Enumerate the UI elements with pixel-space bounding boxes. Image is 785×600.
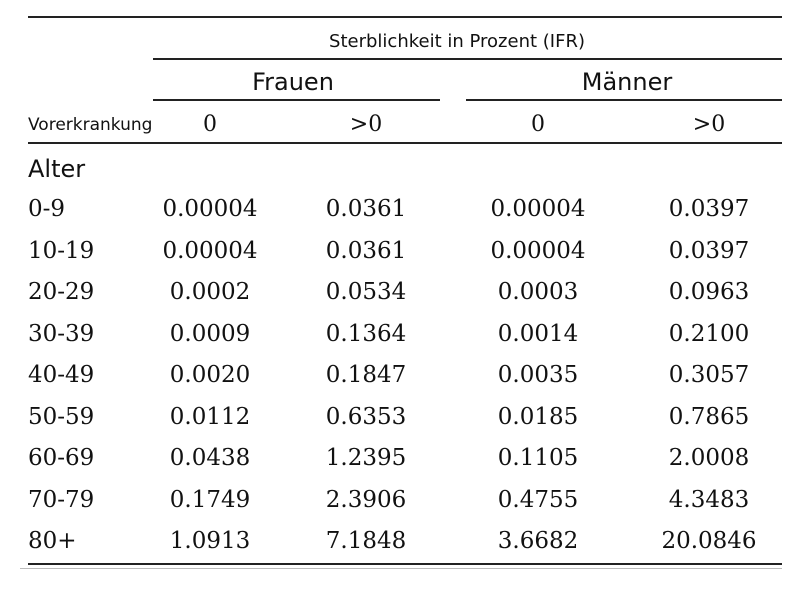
value-cell: 3.6682: [497, 528, 579, 554]
age-cell: 20-29: [28, 279, 95, 305]
value-cell: 0.0963: [668, 279, 750, 305]
maenner-underline: [466, 99, 782, 101]
value-cell: 2.0008: [668, 445, 750, 471]
header-bottom-rule: [28, 142, 782, 144]
value-cell: 0.0035: [497, 362, 579, 388]
table-row: 70-79 0.1749 2.3906 0.4755 4.3483: [0, 486, 785, 530]
value-cell: 0.1847: [325, 362, 407, 388]
value-cell: 0.4755: [497, 486, 579, 513]
table-title: Sterblichkeit in Prozent (IFR): [329, 31, 585, 52]
value-cell: 1.2395: [325, 445, 407, 471]
subheader-maenner-gt0: >0: [692, 112, 726, 137]
age-cell: 0-9: [28, 196, 66, 222]
value-cell: 4.3483: [668, 486, 750, 513]
age-cell: 30-39: [28, 320, 95, 347]
value-cell: 7.1848: [325, 528, 407, 554]
value-cell: 0.0112: [169, 403, 251, 430]
value-cell: 0.7865: [668, 403, 750, 430]
group-header-frauen: Frauen: [252, 68, 334, 96]
value-cell: 0.0397: [668, 196, 750, 222]
age-cell: 40-49: [28, 362, 95, 388]
value-cell: 0.0361: [325, 237, 407, 264]
value-cell: 0.0361: [325, 196, 407, 222]
value-cell: 0.0002: [169, 279, 251, 305]
corner-label: Vorerkrankung: [28, 115, 153, 135]
age-cell: 60-69: [28, 445, 95, 471]
table-row: 80+ 1.0913 7.1848 3.6682 20.0846: [0, 530, 785, 571]
title-underline: [153, 58, 782, 60]
value-cell: 0.0185: [497, 403, 579, 430]
subheader-frauen-0: 0: [203, 112, 217, 137]
age-cell: 10-19: [28, 237, 95, 264]
age-cell: 50-59: [28, 403, 95, 430]
table-row: 40-49 0.0020 0.1847 0.0035 0.3057: [0, 364, 785, 405]
table-row: 10-19 0.00004 0.0361 0.00004 0.0397: [0, 237, 785, 281]
value-cell: 0.0009: [169, 320, 251, 347]
table-row: 60-69 0.0438 1.2395 0.1105 2.0008: [0, 447, 785, 488]
value-cell: 0.6353: [325, 403, 407, 430]
value-cell: 0.0438: [169, 445, 251, 471]
table-row: 30-39 0.0009 0.1364 0.0014 0.2100: [0, 320, 785, 364]
value-cell: 0.0534: [325, 279, 407, 305]
value-cell: 0.0397: [668, 237, 750, 264]
table-row: 20-29 0.0002 0.0534 0.0003 0.0963: [0, 281, 785, 322]
value-cell: 0.1364: [325, 320, 407, 347]
subheader-maenner-0: 0: [531, 112, 545, 137]
value-cell: 0.00004: [490, 196, 586, 222]
value-cell: 0.2100: [668, 320, 750, 347]
top-rule: [28, 16, 782, 18]
subheader-frauen-gt0: >0: [349, 112, 383, 137]
value-cell: 0.3057: [668, 362, 750, 388]
value-cell: 0.0014: [497, 320, 579, 347]
bottom-rule-shadow: [20, 568, 782, 569]
value-cell: 0.0003: [497, 279, 579, 305]
age-cell: 70-79: [28, 486, 95, 513]
value-cell: 20.0846: [661, 528, 757, 554]
frauen-underline: [153, 99, 440, 101]
value-cell: 2.3906: [325, 486, 407, 513]
table-row: 50-59 0.0112 0.6353 0.0185 0.7865: [0, 403, 785, 447]
value-cell: 1.0913: [169, 528, 251, 554]
section-label-alter: Alter: [28, 155, 86, 183]
value-cell: 0.1105: [497, 445, 579, 471]
value-cell: 0.0020: [169, 362, 251, 388]
group-header-maenner: Männer: [581, 68, 673, 96]
value-cell: 0.00004: [162, 237, 258, 264]
age-cell: 80+: [28, 528, 77, 554]
value-cell: 0.1749: [169, 486, 251, 513]
value-cell: 0.00004: [162, 196, 258, 222]
value-cell: 0.00004: [490, 237, 586, 264]
table-row: 0-9 0.00004 0.0361 0.00004 0.0397: [0, 198, 785, 239]
bottom-rule: [28, 563, 782, 565]
